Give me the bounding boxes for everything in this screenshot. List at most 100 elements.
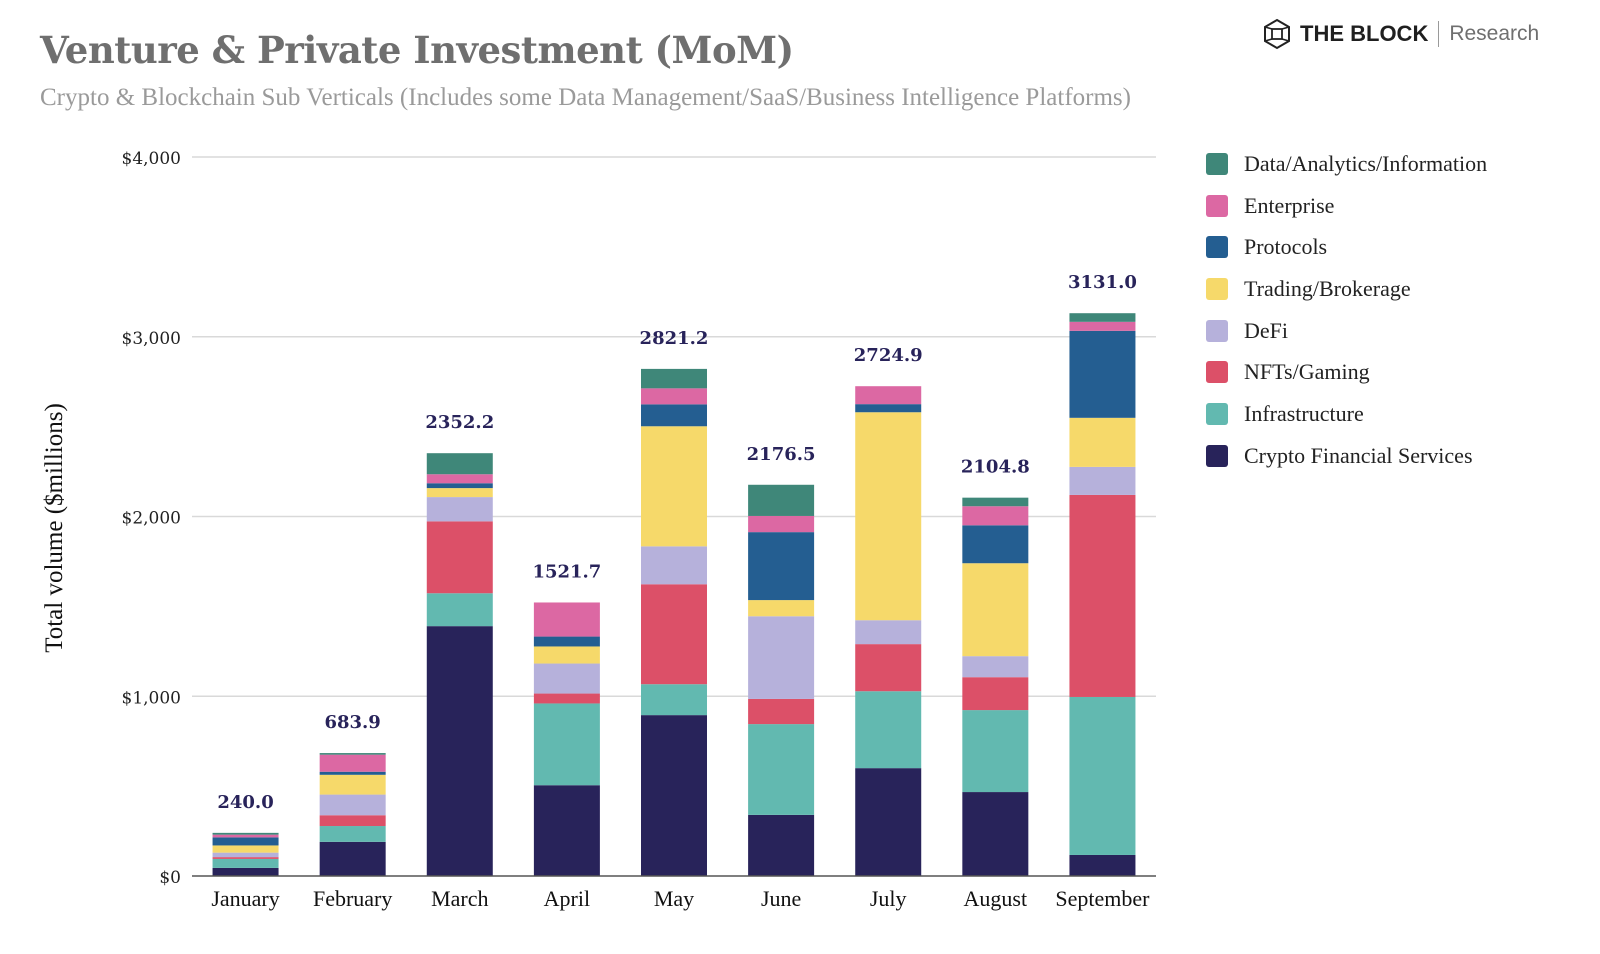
bar-segment-nfts-gaming	[641, 584, 707, 685]
bar-segment-defi	[212, 852, 279, 858]
brand-divider	[1438, 21, 1440, 47]
bar-segment-enterprise	[1069, 321, 1136, 331]
chart-title: Venture & Private Investment (MoM)	[40, 28, 794, 72]
bar-segment-crypto-financial-services	[962, 792, 1029, 876]
total-label: 240.0	[217, 792, 273, 813]
bar-segment-crypto-financial-services	[426, 626, 493, 876]
bar-stack-april	[533, 602, 600, 876]
bar-segment-trading-brokerage	[319, 774, 386, 795]
bar-segment-data-analytics-information	[319, 753, 386, 755]
bar-segment-protocols	[855, 404, 922, 413]
brand-name: THE BLOCK	[1300, 21, 1429, 46]
bar-segment-infrastructure	[319, 826, 386, 842]
bar-segment-defi	[319, 794, 386, 816]
bar-segment-protocols	[748, 532, 815, 601]
bar-segment-trading-brokerage	[962, 563, 1029, 657]
legend-item: Trading/Brokerage	[1206, 268, 1487, 310]
legend-label: Protocols	[1244, 234, 1328, 260]
bar-segment-data-analytics-information	[212, 832, 279, 835]
bar-segment-infrastructure	[212, 858, 279, 868]
total-label: 2176.5	[747, 444, 816, 465]
bar-segment-defi	[533, 663, 600, 694]
legend-item: Protocols	[1206, 226, 1487, 268]
x-tick-label: June	[761, 886, 801, 911]
bar-segment-defi	[641, 546, 707, 585]
total-label: 683.9	[324, 712, 380, 733]
bar-segment-enterprise	[962, 506, 1029, 526]
legend-item: Data/Analytics/Information	[1206, 143, 1487, 185]
chart-subtitle: Crypto & Blockchain Sub Verticals (Inclu…	[40, 84, 1131, 111]
bar-segment-infrastructure	[962, 710, 1029, 793]
bar-segment-data-analytics-information	[748, 484, 815, 516]
bar-segment-defi	[1069, 466, 1136, 495]
x-tick-label: April	[544, 886, 590, 911]
bar-segment-infrastructure	[641, 684, 707, 716]
bar-stack-february	[319, 753, 386, 876]
bar-segment-trading-brokerage	[855, 412, 922, 621]
bar-segment-crypto-financial-services	[212, 867, 279, 876]
hexagon-cube-icon	[1264, 18, 1290, 50]
legend-item: Infrastructure	[1206, 393, 1487, 435]
bar-segment-trading-brokerage	[533, 646, 600, 664]
x-tick-label: February	[313, 886, 392, 911]
y-tick-label: $1,000	[122, 688, 181, 708]
legend-item: Enterprise	[1206, 185, 1487, 227]
bar-segment-protocols	[533, 636, 600, 647]
bar-segment-data-analytics-information	[962, 497, 1029, 507]
bar-segment-trading-brokerage	[1069, 417, 1136, 467]
x-tick-label: March	[431, 886, 488, 911]
bar-segment-enterprise	[855, 386, 922, 405]
bar-stack-september	[1069, 313, 1136, 876]
x-tick-label: September	[1055, 886, 1150, 911]
bar-segment-enterprise	[212, 834, 279, 838]
bar-stack-march	[426, 453, 493, 876]
bar-stack-january	[212, 832, 279, 876]
legend-item: Crypto Financial Services	[1206, 435, 1487, 477]
y-axis-ticks: $0 $1,000 $2,000 $3,000 $4,000	[122, 149, 181, 888]
bar-segment-nfts-gaming	[962, 677, 1029, 711]
legend-label: Infrastructure	[1244, 400, 1364, 426]
total-label: 2724.9	[854, 345, 923, 366]
y-axis-label: Total volume ($millions)	[41, 403, 68, 653]
bar-segment-nfts-gaming	[855, 644, 922, 692]
legend-swatch	[1206, 402, 1228, 425]
total-label: 1521.7	[532, 561, 601, 582]
bar-segment-enterprise	[641, 388, 707, 405]
bar-segment-defi	[855, 620, 922, 645]
legend: Data/Analytics/Information Enterprise Prot…	[1206, 143, 1487, 477]
legend-swatch	[1206, 444, 1228, 467]
x-tick-label: May	[654, 886, 694, 911]
y-tick-label: $3,000	[122, 329, 181, 349]
bar-segment-defi	[748, 616, 815, 699]
bar-stack-july	[855, 386, 922, 876]
bar-segment-defi	[426, 497, 493, 522]
bar-segment-trading-brokerage	[426, 488, 493, 498]
total-label: 2821.2	[640, 328, 709, 349]
legend-swatch	[1206, 152, 1228, 175]
y-tick-label: $4,000	[122, 149, 181, 169]
bar-segment-protocols	[962, 525, 1029, 564]
bar-segment-crypto-financial-services	[855, 768, 922, 876]
x-tick-label: August	[964, 886, 1028, 911]
legend-swatch	[1206, 361, 1228, 384]
bar-segment-data-analytics-information	[641, 368, 707, 389]
bar-segment-trading-brokerage	[748, 600, 815, 617]
legend-swatch	[1206, 319, 1228, 342]
y-tick-label: $0	[159, 868, 181, 888]
legend-label: Data/Analytics/Information	[1244, 150, 1488, 176]
total-label: 2104.8	[961, 457, 1030, 478]
bar-segment-enterprise	[748, 515, 815, 533]
bar-segment-protocols	[1069, 330, 1136, 418]
bar-segment-crypto-financial-services	[748, 814, 815, 876]
bar-segment-nfts-gaming	[748, 698, 815, 725]
bar-stack-may	[641, 368, 707, 876]
legend-swatch	[1206, 236, 1228, 259]
bar-segment-enterprise	[533, 602, 600, 637]
bar-segment-trading-brokerage	[212, 845, 279, 853]
bar-stack-june	[748, 484, 815, 876]
bar-segment-infrastructure	[748, 724, 815, 815]
total-label: 2352.2	[425, 412, 494, 433]
bar-stack-august	[962, 497, 1029, 876]
bar-segment-crypto-financial-services	[319, 841, 386, 876]
bar-segment-protocols	[641, 404, 707, 427]
